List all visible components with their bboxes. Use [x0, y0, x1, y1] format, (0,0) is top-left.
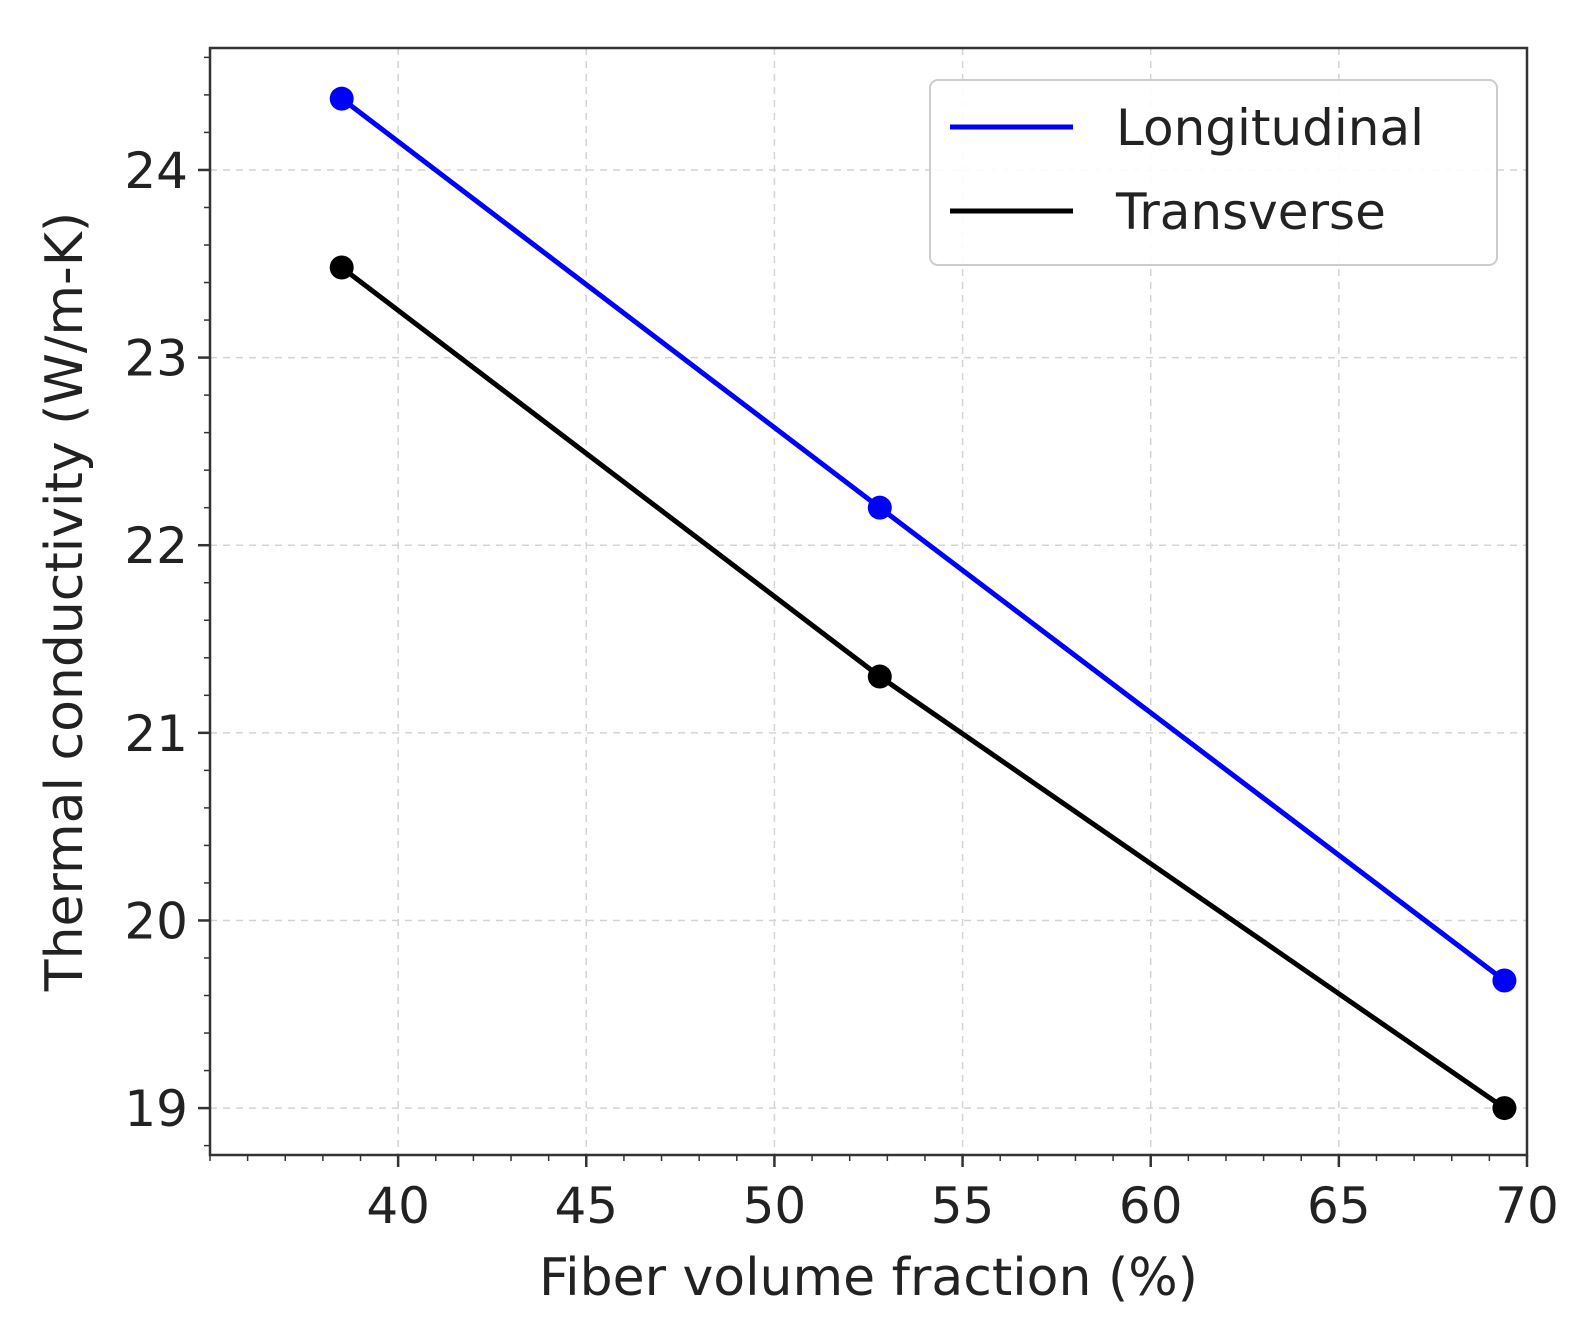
- x-tick-label: 50: [743, 1177, 807, 1235]
- x-tick-label: 40: [366, 1177, 430, 1235]
- y-axis-title: Thermal conductivity (W/m-K): [35, 212, 95, 992]
- legend: Longitudinal Transverse: [929, 79, 1498, 266]
- x-tick-label: 55: [931, 1177, 995, 1235]
- axis-ticks: 40 45 50 55 60 65 70 19 20 21 22 23 24: [124, 56, 1559, 1235]
- data-point-transverse: [329, 255, 354, 280]
- x-tick-label: 70: [1495, 1177, 1559, 1235]
- y-tick-label: 21: [124, 705, 188, 763]
- data-point-transverse: [867, 664, 892, 689]
- plot-frame: [208, 46, 1529, 1157]
- data-point-longitudinal: [329, 86, 354, 111]
- y-tick-label: 24: [124, 142, 188, 200]
- data-point-longitudinal: [1492, 968, 1517, 993]
- y-tick-label: 19: [124, 1080, 188, 1138]
- y-tick-label: 22: [124, 517, 188, 575]
- legend-label-transverse: Transverse: [1115, 183, 1386, 241]
- x-tick-label: 60: [1119, 1177, 1183, 1235]
- x-tick-label: 65: [1307, 1177, 1371, 1235]
- x-axis-title: Fiber volume fraction (%): [539, 1248, 1198, 1308]
- data-point-longitudinal: [867, 495, 892, 520]
- data-point-transverse: [1492, 1096, 1517, 1121]
- y-tick-label: 23: [124, 330, 188, 388]
- y-tick-label: 20: [124, 892, 188, 950]
- series-group: [329, 86, 1517, 1121]
- x-tick-label: 45: [554, 1177, 618, 1235]
- legend-label-longitudinal: Longitudinal: [1116, 99, 1424, 157]
